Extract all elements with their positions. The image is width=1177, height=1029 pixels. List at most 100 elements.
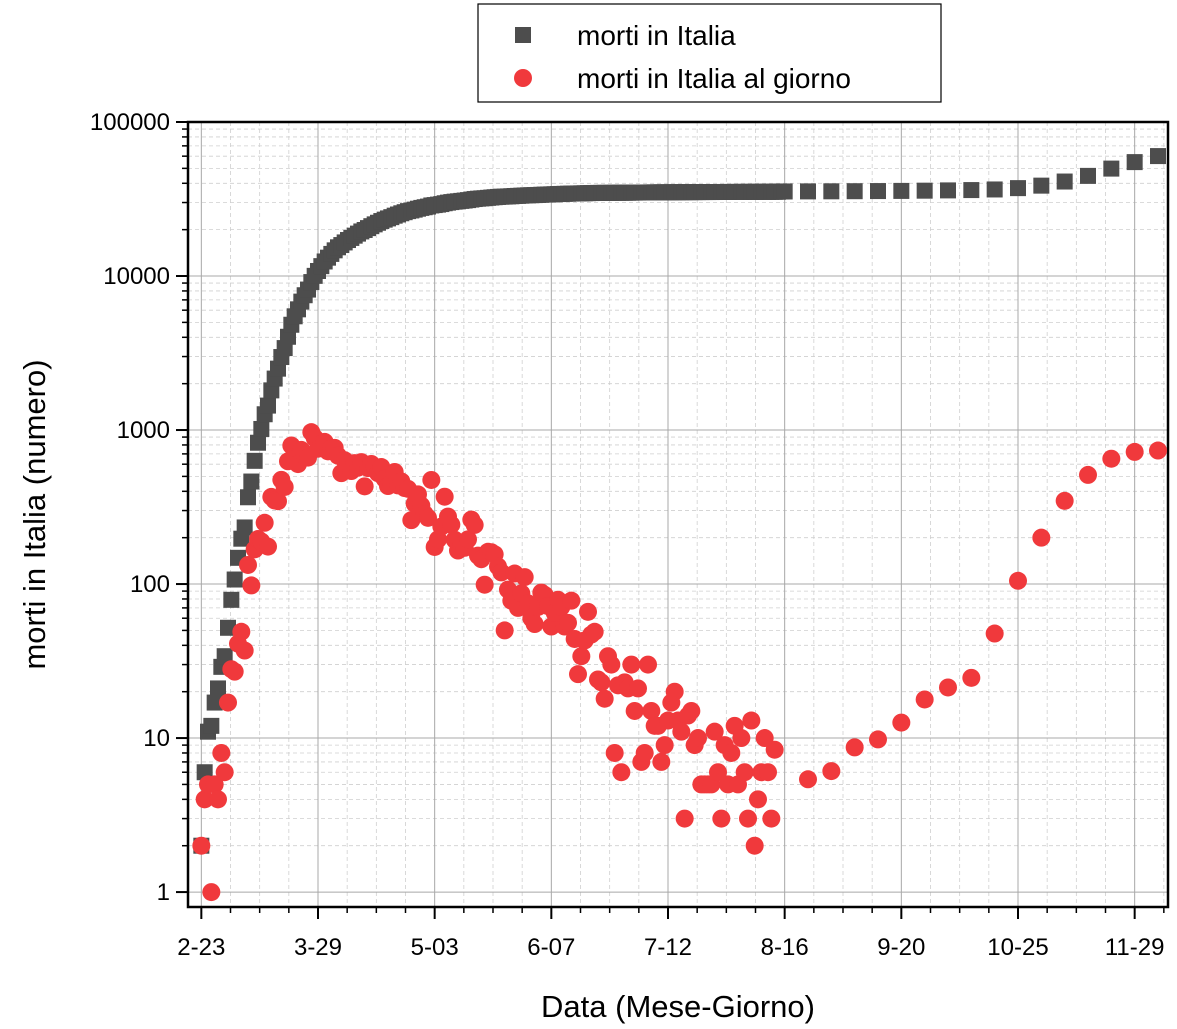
data-point-square bbox=[223, 591, 240, 608]
data-point-circle bbox=[435, 487, 454, 506]
y-axis-title: morti in Italia (numero) bbox=[17, 359, 52, 669]
data-point-circle bbox=[422, 470, 441, 489]
data-point-circle bbox=[622, 655, 641, 674]
data-point-square bbox=[893, 182, 910, 199]
data-point-circle bbox=[569, 665, 587, 684]
data-point-circle bbox=[259, 537, 277, 556]
data-point-circle bbox=[195, 790, 214, 809]
data-point-circle bbox=[1032, 528, 1051, 547]
data-point-square bbox=[240, 489, 256, 506]
data-point-circle bbox=[722, 743, 741, 762]
y-tick-label: 1 bbox=[157, 879, 170, 906]
legend-box bbox=[477, 3, 942, 103]
data-point-circle bbox=[579, 602, 597, 621]
data-point-circle bbox=[492, 563, 511, 582]
data-point-circle bbox=[655, 736, 674, 755]
y-tick-label: 100000 bbox=[90, 109, 170, 136]
data-point-square bbox=[280, 328, 296, 345]
data-point-circle bbox=[652, 752, 671, 771]
data-point-circle bbox=[1079, 465, 1097, 484]
data-point-square bbox=[1103, 160, 1120, 177]
data-point-square bbox=[870, 183, 886, 200]
data-point-circle bbox=[585, 622, 604, 641]
data-point-square bbox=[253, 420, 270, 437]
data-point-circle bbox=[705, 722, 724, 741]
data-point-circle bbox=[595, 689, 614, 708]
data-point-circle bbox=[205, 775, 224, 794]
data-point-square bbox=[1033, 177, 1050, 194]
data-point-circle bbox=[1102, 449, 1121, 468]
data-point-circle bbox=[709, 763, 727, 782]
data-point-circle bbox=[1149, 441, 1167, 460]
data-point-circle bbox=[209, 790, 227, 809]
data-point-square bbox=[1056, 173, 1073, 190]
x-axis-tick-labels: 2-23 3-29 5-03 6-07 7-12 8-16 9-20 10-25 11-29 bbox=[177, 934, 1164, 961]
y-axis-tick-labels: 1 10 100 1000 10000 100000 bbox=[90, 109, 170, 906]
data-point-circle bbox=[525, 615, 544, 634]
data-point-circle bbox=[475, 575, 494, 594]
data-point-circle bbox=[735, 763, 754, 782]
y-tick-label: 10000 bbox=[103, 263, 170, 290]
data-point-circle bbox=[515, 568, 534, 587]
x-tick-label: 8-16 bbox=[761, 934, 809, 961]
data-point-circle bbox=[572, 647, 591, 666]
data-point-circle bbox=[985, 624, 1004, 643]
y-tick-label: 1000 bbox=[117, 417, 170, 444]
data-point-square bbox=[916, 182, 933, 199]
data-point-circle bbox=[1055, 491, 1074, 510]
data-point-circle bbox=[215, 763, 234, 782]
legend-entry-morti-in-italia: morti in Italia bbox=[577, 20, 736, 51]
data-point-circle bbox=[742, 711, 761, 730]
x-tick-label: 7-12 bbox=[644, 934, 692, 961]
data-point-square bbox=[776, 183, 793, 200]
y-tick-label: 10 bbox=[143, 725, 170, 752]
data-point-square bbox=[1126, 154, 1143, 171]
data-point-circle bbox=[269, 492, 287, 511]
data-point-square bbox=[823, 183, 840, 200]
data-point-square bbox=[1150, 148, 1166, 165]
x-tick-label: 6-07 bbox=[527, 934, 575, 961]
data-point-circle bbox=[355, 477, 374, 496]
data-point-circle bbox=[675, 809, 694, 828]
data-point-circle bbox=[745, 836, 764, 855]
legend-entry-morti-al-giorno: morti in Italia al giorno bbox=[577, 63, 851, 94]
x-tick-label: 3-29 bbox=[294, 934, 342, 961]
data-point-square bbox=[220, 619, 236, 636]
data-point-circle bbox=[962, 668, 981, 687]
data-point-square bbox=[1010, 180, 1026, 197]
plot-area bbox=[186, 120, 1170, 909]
data-point-circle bbox=[612, 763, 631, 782]
y-tick-label: 100 bbox=[130, 571, 170, 598]
data-point-square bbox=[226, 571, 243, 588]
data-point-circle bbox=[605, 743, 624, 762]
data-point-circle bbox=[419, 508, 437, 527]
x-axis-title: Data (Mese-Giorno) bbox=[541, 989, 815, 1024]
data-point-circle bbox=[762, 809, 781, 828]
data-point-circle bbox=[822, 762, 841, 781]
data-point-circle bbox=[1009, 571, 1027, 590]
series-layer bbox=[192, 148, 1167, 902]
legend: morti in Italia morti in Italia al giorn… bbox=[477, 3, 942, 103]
x-tick-label: 10-25 bbox=[987, 934, 1048, 961]
data-point-circle bbox=[602, 655, 621, 674]
data-point-circle bbox=[1125, 442, 1144, 461]
data-point-square bbox=[260, 397, 276, 414]
data-point-square bbox=[250, 434, 266, 451]
series-cumulative-deaths bbox=[193, 148, 1166, 854]
data-point-square bbox=[206, 694, 223, 711]
data-point-square bbox=[846, 183, 863, 200]
data-point-square bbox=[986, 181, 1003, 198]
data-point-circle bbox=[559, 613, 577, 632]
data-point-circle bbox=[592, 673, 611, 692]
data-point-square bbox=[800, 183, 816, 200]
data-point-square bbox=[216, 648, 233, 665]
data-point-square bbox=[246, 452, 263, 469]
data-point-circle bbox=[495, 621, 514, 640]
data-point-circle bbox=[755, 729, 774, 748]
axis-ticks bbox=[176, 121, 1165, 919]
data-point-circle bbox=[212, 743, 231, 762]
data-point-circle bbox=[542, 617, 561, 636]
data-point-circle bbox=[625, 701, 644, 720]
series-daily-deaths bbox=[192, 423, 1167, 902]
data-point-circle bbox=[799, 770, 817, 789]
